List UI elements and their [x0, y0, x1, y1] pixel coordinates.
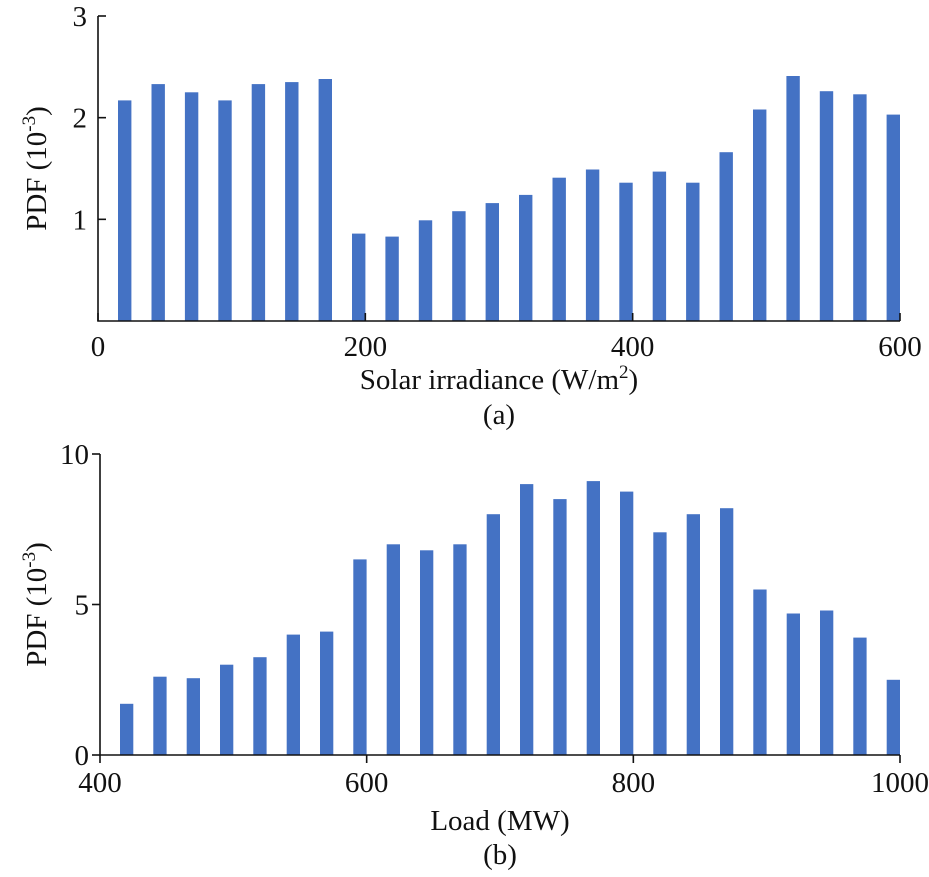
bar-series-load: [120, 481, 900, 756]
x-axis-ticks-a: 0 200 400 600: [91, 313, 922, 363]
x-axis-title-b: Load (MW): [430, 805, 569, 837]
bar-load-950: [820, 610, 834, 755]
bar-solar-275: [452, 211, 466, 321]
bar-load-900: [753, 589, 767, 755]
bar-solar-200: [352, 233, 366, 321]
x-tick-label-600: 600: [878, 331, 922, 363]
bar-solar-450: [686, 182, 700, 321]
bar-load-600: [353, 559, 367, 755]
bar-load-925: [786, 613, 800, 755]
bar-load-850: [686, 514, 700, 755]
y-axis-ticks-a: 1 2 3: [73, 1, 106, 236]
bar-load-800: [620, 491, 634, 755]
bar-solar-25: [118, 100, 132, 322]
bar-solar-500: [753, 109, 767, 321]
x-tick-label-400: 400: [78, 767, 122, 799]
bar-solar-350: [552, 177, 566, 321]
bar-solar-575: [853, 94, 867, 321]
bar-solar-75: [184, 92, 199, 322]
x-tick-label-200: 200: [344, 331, 388, 363]
panel-caption-b: (b): [483, 839, 517, 871]
bar-solar-125: [251, 84, 266, 321]
x-tick-label-0: 0: [91, 331, 106, 363]
bar-series-solar: [118, 76, 900, 322]
bar-load-650: [420, 550, 434, 755]
y-tick-label-10: 10: [60, 439, 89, 471]
x-axis-ticks-b: 400 600 800 1000: [78, 755, 929, 799]
x-axis-title-a: Solar irradiance (W/m2): [360, 362, 638, 396]
bar-solar-550: [819, 91, 834, 321]
x-tick-label-800: 800: [612, 767, 656, 799]
bar-solar-400: [619, 182, 633, 321]
bar-load-725: [520, 484, 534, 755]
bar-load-675: [453, 544, 467, 755]
y-axis-title-a: PDF (10-3): [19, 106, 53, 231]
bar-solar-600: [886, 114, 900, 321]
bar-load-500: [220, 664, 234, 755]
panel-caption-a: (a): [483, 399, 515, 431]
bar-solar-100: [218, 100, 232, 322]
bar-load-550: [286, 634, 300, 755]
bar-solar-50: [151, 84, 165, 321]
bar-load-700: [486, 514, 500, 755]
bar-solar-475: [719, 152, 733, 321]
y-axis-title-b: PDF (10-3): [19, 542, 53, 667]
y-tick-label-2: 2: [73, 103, 88, 135]
bar-load-625: [386, 544, 400, 755]
bar-load-575: [320, 631, 334, 755]
bar-solar-250: [418, 220, 433, 321]
bar-solar-300: [485, 203, 499, 321]
bar-load-975: [853, 637, 867, 755]
bar-load-875: [720, 508, 734, 755]
y-axis-ticks-b: 0 5 10: [60, 439, 100, 772]
bar-load-750: [553, 499, 567, 755]
y-tick-label-3: 3: [73, 1, 88, 33]
bar-load-425: [120, 703, 134, 755]
x-tick-label-600: 600: [345, 767, 389, 799]
bar-solar-325: [519, 194, 533, 321]
bar-solar-225: [385, 236, 399, 321]
bar-load-475: [186, 678, 200, 755]
bar-solar-375: [585, 169, 600, 321]
bar-solar-525: [786, 76, 800, 321]
x-tick-label-400: 400: [611, 331, 655, 363]
x-tick-label-1000: 1000: [871, 767, 929, 799]
bar-solar-425: [652, 171, 667, 321]
bar-solar-175: [318, 79, 332, 321]
bar-load-1000: [886, 679, 900, 756]
bar-load-825: [653, 532, 667, 755]
y-tick-label-1: 1: [73, 204, 88, 236]
y-tick-label-5: 5: [75, 590, 90, 622]
y-tick-label-0: 0: [75, 740, 90, 772]
bar-load-775: [586, 481, 600, 755]
bar-solar-150: [285, 82, 299, 321]
bar-load-525: [253, 657, 267, 755]
chart-panel-a: 0 200 400 600 1 2 3 Solar irradiance (W/m2) P…: [19, 1, 922, 431]
bar-load-450: [153, 676, 167, 755]
